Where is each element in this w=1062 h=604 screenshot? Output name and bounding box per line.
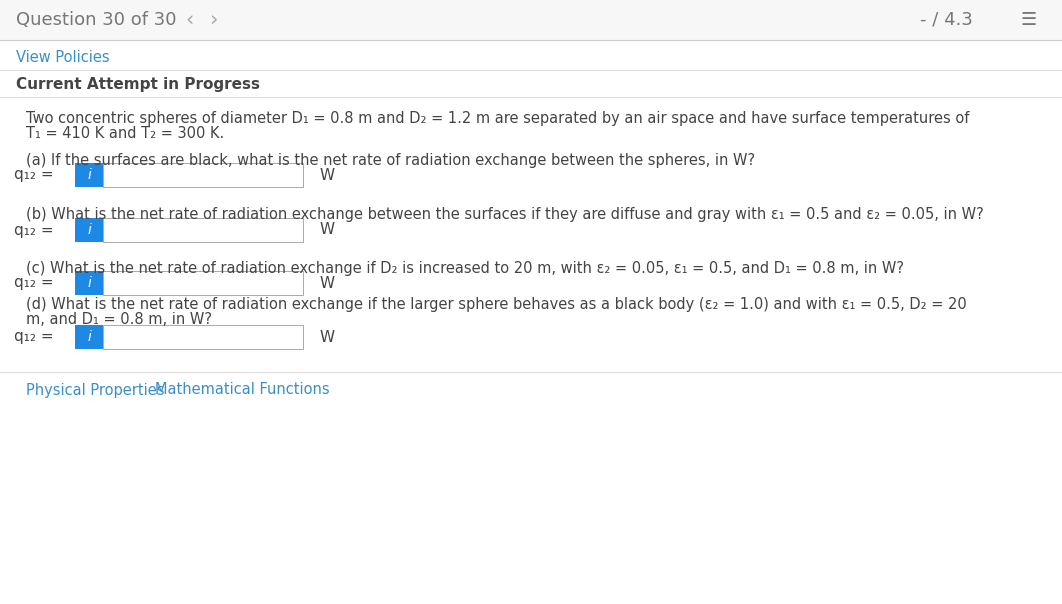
FancyBboxPatch shape bbox=[75, 271, 103, 295]
Text: ☰: ☰ bbox=[1020, 11, 1037, 29]
FancyBboxPatch shape bbox=[103, 271, 303, 295]
Text: m, and D₁ = 0.8 m, in W?: m, and D₁ = 0.8 m, in W? bbox=[25, 312, 212, 327]
Text: Two concentric spheres of diameter D₁ = 0.8 m and D₂ = 1.2 m are separated by an: Two concentric spheres of diameter D₁ = … bbox=[25, 111, 970, 126]
Text: q₁₂ =: q₁₂ = bbox=[14, 222, 53, 237]
FancyBboxPatch shape bbox=[103, 325, 303, 349]
Text: Current Attempt in Progress: Current Attempt in Progress bbox=[16, 77, 260, 91]
Text: W: W bbox=[319, 167, 335, 182]
Text: Question 30 of 30: Question 30 of 30 bbox=[16, 11, 176, 29]
Text: ‹: ‹ bbox=[185, 9, 193, 29]
FancyBboxPatch shape bbox=[75, 325, 103, 349]
Text: i: i bbox=[87, 276, 91, 290]
Text: Physical Properties: Physical Properties bbox=[25, 382, 165, 397]
Text: q₁₂ =: q₁₂ = bbox=[14, 330, 53, 344]
Text: W: W bbox=[319, 275, 335, 291]
Text: i: i bbox=[87, 223, 91, 237]
Text: W: W bbox=[319, 222, 335, 237]
FancyBboxPatch shape bbox=[0, 0, 1062, 40]
Text: W: W bbox=[319, 330, 335, 344]
Text: - / 4.3: - / 4.3 bbox=[920, 11, 973, 29]
Text: View Policies: View Policies bbox=[16, 50, 109, 65]
Text: i: i bbox=[87, 168, 91, 182]
Text: (a) If the surfaces are black, what is the net rate of radiation exchange betwee: (a) If the surfaces are black, what is t… bbox=[25, 152, 755, 167]
Text: (b) What is the net rate of radiation exchange between the surfaces if they are : (b) What is the net rate of radiation ex… bbox=[25, 208, 983, 222]
Text: q₁₂ =: q₁₂ = bbox=[14, 167, 53, 182]
Text: T₁ = 410 K and T₂ = 300 K.: T₁ = 410 K and T₂ = 300 K. bbox=[25, 126, 224, 141]
Text: i: i bbox=[87, 330, 91, 344]
Text: ›: › bbox=[210, 9, 219, 29]
Text: (c) What is the net rate of radiation exchange if D₂ is increased to 20 m, with : (c) What is the net rate of radiation ex… bbox=[25, 260, 904, 275]
Text: (d) What is the net rate of radiation exchange if the larger sphere behaves as a: (d) What is the net rate of radiation ex… bbox=[25, 298, 966, 312]
Text: q₁₂ =: q₁₂ = bbox=[14, 275, 53, 291]
FancyBboxPatch shape bbox=[75, 163, 103, 187]
FancyBboxPatch shape bbox=[75, 218, 103, 242]
Text: Mathematical Functions: Mathematical Functions bbox=[155, 382, 329, 397]
FancyBboxPatch shape bbox=[103, 163, 303, 187]
FancyBboxPatch shape bbox=[103, 218, 303, 242]
